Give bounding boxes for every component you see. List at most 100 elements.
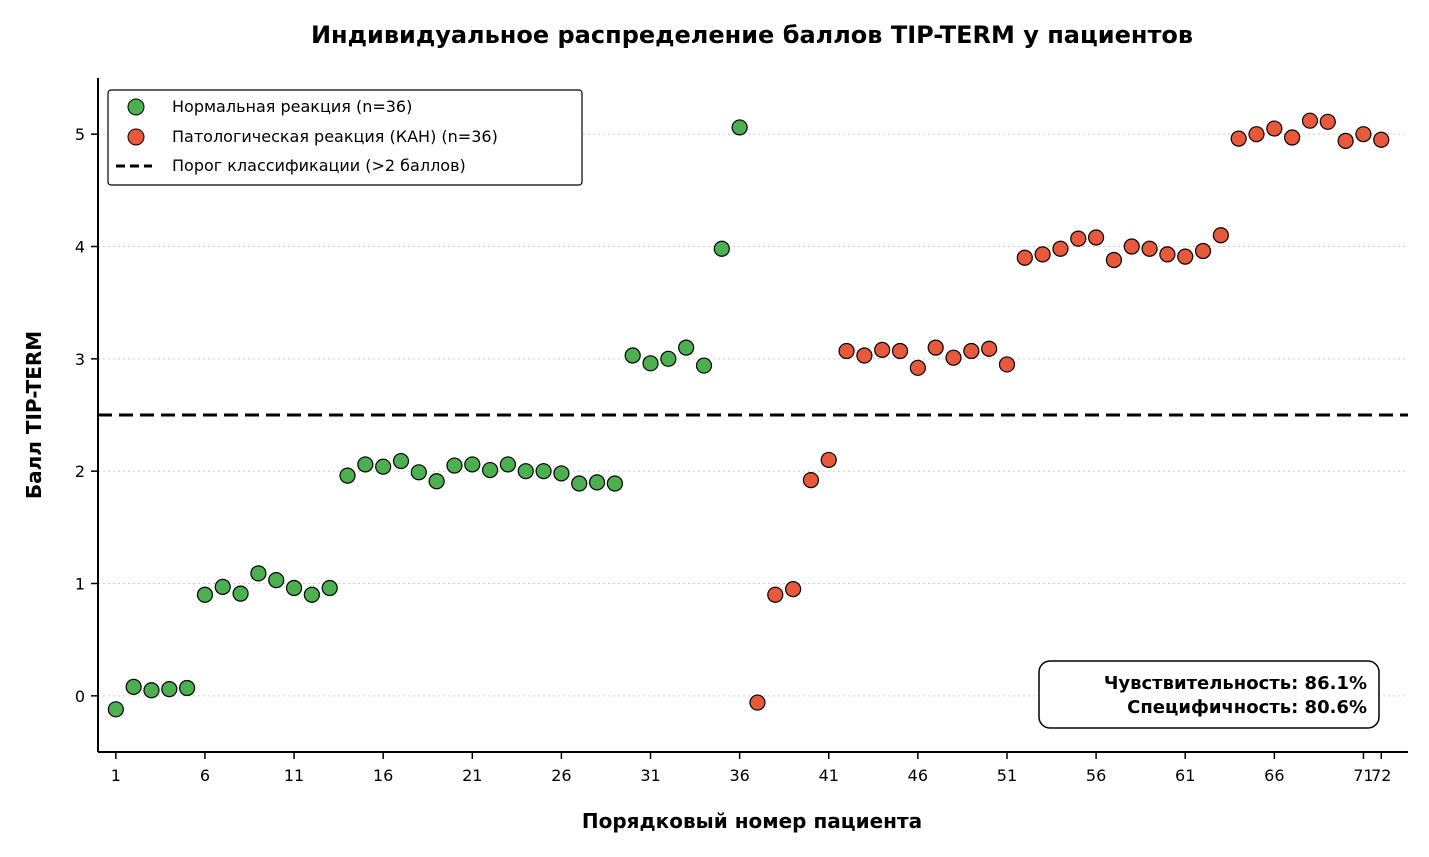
data-point: [357, 456, 374, 473]
x-tick-label: 36: [729, 766, 749, 785]
data-point: [1230, 130, 1247, 147]
x-tick-label: 61: [1175, 766, 1195, 785]
data-point: [588, 474, 606, 491]
data-point: [767, 586, 784, 603]
data-point: [410, 464, 427, 481]
x-tick-label: 66: [1264, 766, 1284, 785]
chart-title: Индивидуальное распределение баллов TIP-…: [311, 21, 1193, 49]
x-tick-label: 72: [1371, 766, 1391, 785]
data-point: [624, 347, 641, 364]
data-point: [428, 473, 445, 490]
data-point: [909, 359, 926, 376]
data-point: [553, 465, 570, 482]
y-tick-label: 3: [75, 350, 85, 369]
data-point: [642, 355, 659, 372]
data-point: [482, 461, 499, 479]
data-point: [856, 347, 873, 364]
data-point: [107, 701, 124, 718]
data-point: [1159, 246, 1176, 263]
data-point: [1284, 129, 1301, 146]
stats-box: [1038, 660, 1380, 729]
data-point: [214, 578, 231, 595]
data-point: [1087, 229, 1105, 246]
data-point: [1123, 238, 1140, 255]
x-tick-label: 71: [1353, 766, 1373, 785]
data-point: [1105, 251, 1123, 269]
data-point: [392, 452, 410, 470]
y-axis-label: Балл TIP-TERM: [22, 331, 46, 499]
data-point: [678, 339, 695, 356]
y-tick-label: 0: [75, 687, 85, 706]
data-point: [250, 565, 267, 582]
data-point: [1212, 227, 1229, 244]
data-point: [1177, 248, 1194, 265]
x-tick-label: 11: [284, 766, 304, 785]
x-tick-label: 26: [551, 766, 571, 785]
data-point: [464, 456, 481, 473]
data-point: [1194, 242, 1212, 260]
data-point: [321, 579, 338, 597]
y-tick-label: 5: [75, 125, 85, 144]
x-tick-label: 56: [1086, 766, 1106, 785]
data-point: [891, 342, 909, 360]
legend-label-normal: Нормальная реакция (n=36): [172, 97, 412, 116]
data-point: [820, 451, 837, 469]
data-point: [268, 572, 285, 589]
data-point: [1355, 126, 1372, 143]
data-point: [517, 463, 534, 480]
data-point: [143, 682, 160, 699]
data-point: [303, 586, 320, 603]
y-tick-label: 4: [75, 238, 85, 257]
data-point: [963, 342, 980, 360]
data-point: [1373, 131, 1390, 148]
data-point: [998, 356, 1016, 373]
sensitivity-text: Чувствительность: 86.1%: [1104, 673, 1367, 694]
legend-box: [107, 89, 583, 186]
data-point: [446, 457, 463, 474]
data-point: [499, 456, 517, 473]
specificity-text: Специфичность: 80.6%: [1127, 697, 1367, 718]
data-point: [1070, 230, 1087, 247]
data-point: [1016, 249, 1033, 266]
data-point: [945, 349, 962, 366]
x-tick-label: 31: [640, 766, 660, 785]
data-point: [749, 694, 766, 711]
data-point: [125, 678, 142, 695]
y-tick-label: 2: [75, 462, 85, 481]
data-point: [571, 475, 588, 492]
legend-label-threshold: Порог классификации (>2 баллов): [172, 156, 466, 175]
data-points: [107, 112, 1390, 718]
data-point: [927, 339, 944, 356]
x-axis-label: Порядковый номер пациента: [582, 809, 922, 833]
legend-marker-pathological: [127, 128, 145, 146]
stats-annotation: Чувствительность: 86.1% Специфичность: 8…: [1038, 660, 1380, 729]
y-axis-ticks: 0 1 2 3 4 5: [75, 125, 98, 706]
data-point: [785, 581, 802, 598]
data-point: [1266, 120, 1283, 137]
x-tick-label: 51: [997, 766, 1017, 785]
data-point: [232, 585, 249, 602]
data-point: [1141, 240, 1158, 257]
data-point: [1337, 132, 1354, 150]
data-point: [339, 467, 356, 484]
x-tick-label: 21: [462, 766, 482, 785]
data-point: [802, 472, 820, 489]
x-tick-label: 16: [373, 766, 393, 785]
x-tick-label: 6: [200, 766, 210, 785]
data-point: [1319, 113, 1336, 130]
data-point: [1052, 240, 1069, 257]
x-tick-label: 46: [908, 766, 928, 785]
legend: Нормальная реакция (n=36) Патологическая…: [107, 89, 583, 186]
data-point: [838, 342, 855, 360]
data-point: [981, 340, 998, 357]
data-point: [161, 680, 178, 698]
data-point: [606, 475, 623, 492]
data-point: [713, 240, 730, 257]
data-point: [1301, 112, 1319, 129]
x-tick-label: 41: [819, 766, 839, 785]
data-point: [535, 463, 552, 480]
data-point: [874, 341, 891, 358]
data-point: [375, 458, 392, 475]
data-point: [660, 350, 677, 367]
data-point: [196, 586, 214, 603]
